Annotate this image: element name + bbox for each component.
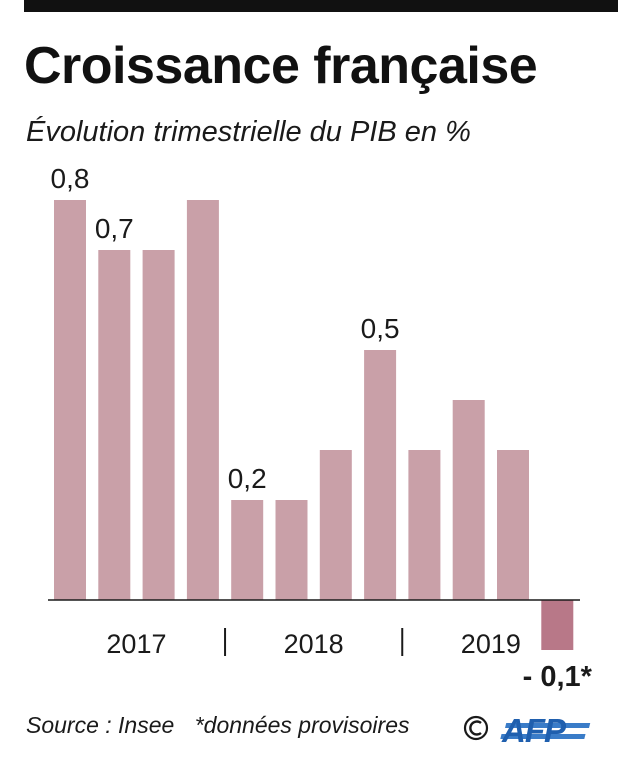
- bar-t2-2017: [98, 250, 131, 600]
- year-label-2019: 2019: [461, 629, 521, 659]
- data-label-t1-2017: 0,8: [51, 163, 90, 194]
- data-label-t4-2019: - 0,1*: [523, 661, 593, 693]
- chart-subtitle: Évolution trimestrielle du PIB en %: [26, 116, 471, 148]
- year-label-2018: 2018: [284, 629, 344, 659]
- bar-chart: 2017 2018 2019 0,80,7 0,2 0,5 - 0,1*: [48, 163, 593, 693]
- provisional-note: *données provisoires: [194, 712, 410, 738]
- bar-t3-2018: [319, 450, 352, 600]
- source-note: Source : Insee: [26, 712, 175, 738]
- bar-t4-2018: [364, 350, 397, 600]
- chart-title: Croissance française: [24, 37, 538, 95]
- year-label-2017: 2017: [106, 629, 166, 659]
- data-label-t1-2018: 0,2: [228, 463, 267, 494]
- bar-t1-2019: [408, 450, 441, 600]
- copyright-icon: [463, 715, 489, 741]
- afp-logo: © AFP: [463, 712, 591, 748]
- top-rule: [24, 0, 618, 12]
- bar-t4-2019: [541, 600, 574, 650]
- data-label-t4-2018: 0,5: [361, 313, 400, 344]
- bar-t2-2019: [452, 400, 485, 600]
- afp-wordmark: AFP: [501, 712, 567, 748]
- bar-t1-2017: [54, 200, 86, 600]
- bar-t4-2017: [186, 200, 219, 600]
- bar-t2-2018: [275, 500, 308, 600]
- footer: Source : Insee *données provisoires: [26, 712, 424, 739]
- bar-t1-2018: [231, 500, 264, 600]
- data-label-t2-2017: 0,7: [95, 213, 134, 244]
- bar-t3-2017: [142, 250, 175, 600]
- bar-t3-2019: [497, 450, 529, 600]
